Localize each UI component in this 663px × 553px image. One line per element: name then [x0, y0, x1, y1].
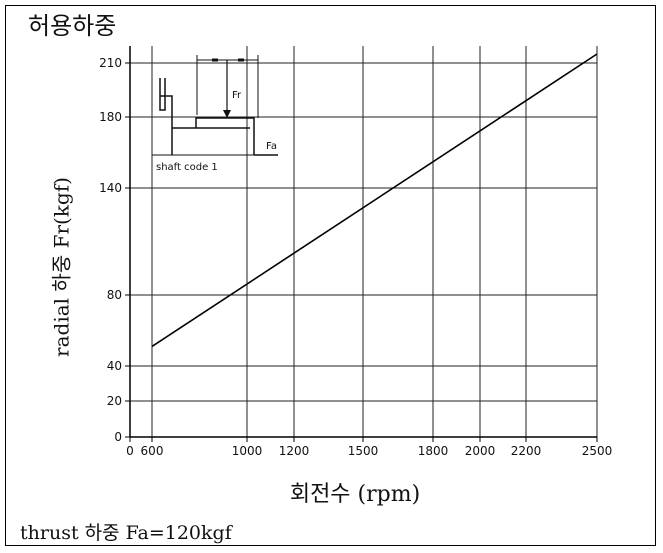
x-ticks: 0 600 1000 1200 1500 1800 2000 2200 2500: [126, 437, 612, 458]
y-tick-label-140: 140: [99, 181, 122, 195]
radial-force-arrowhead: [223, 110, 231, 118]
chart-frame: [5, 5, 656, 546]
inset-force-radial: Fr: [232, 90, 242, 101]
x-tick-label-600: 600: [141, 444, 164, 458]
x-tick-label-0: 0: [126, 444, 134, 458]
y-tick-label-180: 180: [99, 110, 122, 124]
y-tick-label-20: 20: [107, 394, 122, 408]
series-line-0: [151, 53, 598, 348]
series-group: [151, 53, 598, 348]
x-axis-label: 회전수 (rpm): [289, 482, 421, 507]
grid-lines: [130, 46, 598, 437]
x-tick-label-1500: 1500: [348, 444, 379, 458]
chart-title: 허용하중: [28, 12, 117, 40]
shaft-outline: [159, 78, 255, 155]
inset-label: shaft code 1: [156, 162, 218, 173]
y-tick-label-0: 0: [114, 430, 122, 444]
x-tick-label-2200: 2200: [511, 444, 542, 458]
y-tick-label-40: 40: [107, 359, 122, 373]
shaft-diagram: Fr Fa shaft code 1: [152, 55, 278, 173]
x-tick-label-2500: 2500: [582, 444, 613, 458]
inset-force-axial: Fa: [266, 141, 277, 152]
x-tick-label-1800: 1800: [418, 444, 449, 458]
x-tick-label-1000: 1000: [232, 444, 263, 458]
y-ticks: 0 20 40 80 140 180 210: [99, 56, 130, 444]
y-tick-label-80: 80: [107, 288, 122, 302]
thrust-load-note: thrust 하중 Fa=120kgf: [20, 522, 232, 544]
x-tick-label-2000: 2000: [465, 444, 496, 458]
x-tick-label-1200: 1200: [279, 444, 310, 458]
y-tick-label-210: 210: [99, 56, 122, 70]
